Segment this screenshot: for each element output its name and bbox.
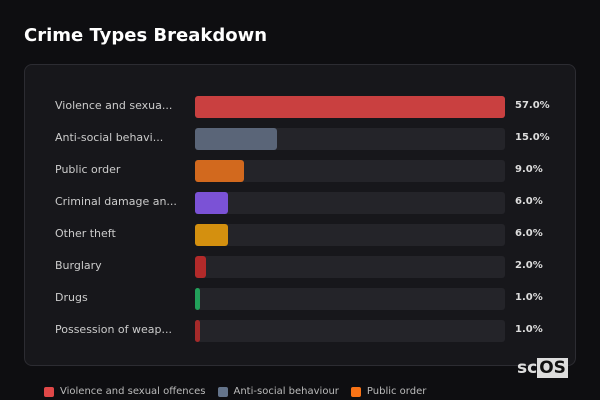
bar — [195, 128, 277, 150]
bar — [195, 256, 206, 278]
bar — [195, 96, 505, 118]
bar — [195, 192, 228, 214]
bar-row: Public order 9.0% — [25, 160, 575, 182]
category-label: Violence and sexua... — [55, 99, 173, 112]
bar-row: Possession of weap... 1.0% — [25, 320, 575, 342]
bar-row: Violence and sexua... 57.0% — [25, 96, 575, 118]
bar-track — [195, 224, 505, 246]
legend-label: Anti-social behaviour — [233, 386, 339, 397]
bar — [195, 320, 201, 342]
legend-swatch — [350, 386, 361, 397]
bar-track — [195, 96, 505, 118]
bar — [195, 160, 244, 182]
legend-swatch — [44, 386, 54, 397]
category-label: Anti-social behavi... — [55, 131, 164, 144]
bar-track — [195, 192, 505, 214]
logo-text-box: OS — [537, 358, 568, 378]
bar-track — [195, 320, 505, 342]
category-label: Burglary — [55, 259, 102, 272]
logo-text: sc — [517, 358, 538, 378]
legend-label: Violence and sexual offences — [60, 386, 206, 397]
bar-track — [195, 256, 505, 278]
category-label: Possession of weap... — [55, 323, 172, 336]
bar-track — [195, 160, 505, 182]
logo: sc OS — [517, 358, 568, 378]
bar — [195, 288, 201, 310]
value-label: 1.0% — [515, 292, 543, 303]
category-label: Other theft — [55, 227, 116, 240]
bar-row: Other theft 6.0% — [25, 224, 575, 246]
category-label: Criminal damage an... — [55, 195, 177, 208]
bar-row: Anti-social behavi... 15.0% — [25, 128, 575, 150]
bar-track — [195, 128, 505, 150]
chart-title: Crime Types Breakdown — [24, 25, 268, 46]
bar-row: Drugs 1.0% — [25, 288, 575, 310]
bar — [195, 224, 228, 246]
category-label: Drugs — [55, 291, 88, 304]
value-label: 6.0% — [515, 196, 543, 207]
value-label: 15.0% — [515, 132, 550, 143]
bar-track — [195, 288, 505, 310]
bar-row: Burglary 2.0% — [25, 256, 575, 278]
value-label: 57.0% — [515, 100, 550, 111]
value-label: 9.0% — [515, 164, 543, 175]
legend: Violence and sexual offences Anti-social … — [44, 386, 426, 397]
value-label: 1.0% — [515, 324, 543, 335]
bar-row: Criminal damage an... 6.0% — [25, 192, 575, 214]
legend-item: Public order — [350, 386, 427, 397]
legend-label: Public order — [366, 386, 427, 397]
legend-swatch — [217, 386, 228, 397]
category-label: Public order — [55, 163, 121, 176]
legend-item: Violence and sexual offences — [44, 386, 206, 397]
legend-item: Anti-social behaviour — [217, 386, 339, 397]
value-label: 6.0% — [515, 228, 543, 239]
value-label: 2.0% — [515, 260, 543, 271]
chart-card: Violence and sexua... 57.0% Anti-social b… — [24, 64, 576, 366]
